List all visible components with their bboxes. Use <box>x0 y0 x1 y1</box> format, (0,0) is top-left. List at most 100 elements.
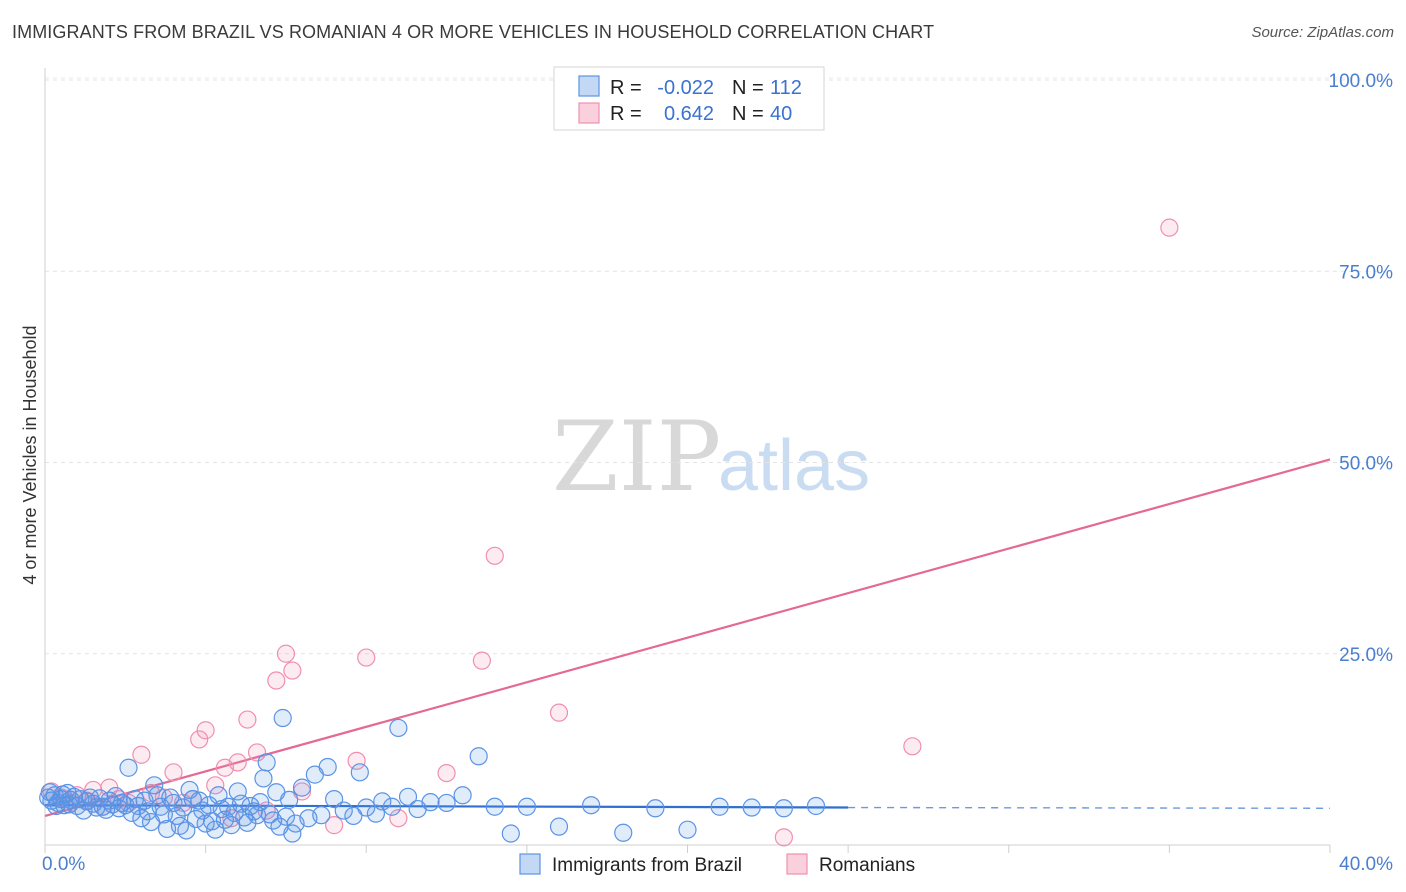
romanians-point <box>485 546 504 565</box>
brazil-point <box>421 793 440 812</box>
romanians-point <box>206 776 225 795</box>
brazil-point <box>357 798 376 817</box>
brazil-points <box>39 708 826 843</box>
brazil-point <box>170 816 190 835</box>
romanians-point <box>347 751 366 770</box>
romanians-point <box>247 743 267 762</box>
romanians-point <box>228 753 247 772</box>
brazil-point <box>350 763 369 782</box>
romanians-point <box>549 703 569 722</box>
romanians-point <box>1160 218 1179 237</box>
brazil-point <box>251 793 270 812</box>
brazil-point <box>678 820 697 839</box>
y-tick-label: 75.0% <box>1339 262 1393 283</box>
brazil-point <box>517 797 536 816</box>
legend-n-label: N = <box>732 77 764 99</box>
legend-r-value: 0.642 <box>664 103 714 125</box>
brazil-point <box>469 747 488 766</box>
brazil-point <box>292 778 312 797</box>
romanians-point <box>292 782 312 801</box>
legend-n-value: 40 <box>770 103 792 125</box>
source-label: Source: ZipAtlas.com <box>1251 24 1394 41</box>
brazil-point <box>373 792 392 811</box>
brazil-point <box>774 799 793 818</box>
romanians-point <box>357 648 376 667</box>
axes <box>44 68 1331 853</box>
brazil-point <box>225 803 244 822</box>
romanians-point <box>437 763 456 783</box>
romanians-point <box>283 661 302 680</box>
brazil-point <box>710 797 729 816</box>
legend-n-label: N = <box>732 103 764 125</box>
chart-title: IMMIGRANTS FROM BRAZIL VS ROMANIAN 4 OR … <box>12 22 935 42</box>
romanians-point <box>196 721 215 740</box>
brazil-trend <box>44 804 1331 809</box>
brazil-point <box>437 793 456 813</box>
brazil-trend-extension <box>848 806 1331 809</box>
romanians-point <box>276 644 296 663</box>
romanians-point <box>132 745 151 764</box>
watermark-zip: ZIP <box>552 401 721 513</box>
brazil-point <box>485 797 504 816</box>
brazil-point <box>646 799 665 818</box>
y-tick-label: 100.0% <box>1329 71 1394 92</box>
series-swatch-brazil <box>519 853 541 875</box>
romanians-point <box>325 816 344 835</box>
romanians-point <box>903 737 922 756</box>
brazil-point <box>318 757 337 777</box>
legend-swatch-pink <box>578 102 600 124</box>
brazil-point <box>614 823 633 842</box>
brazil-point <box>132 809 151 828</box>
brazil-point <box>501 824 520 843</box>
brazil-point <box>382 797 402 816</box>
y-axis-label: 4 or more Vehicles in Household <box>20 325 40 584</box>
brazil-point <box>312 806 331 825</box>
grid-lines <box>45 77 1390 655</box>
brazil-point <box>53 785 72 804</box>
brazil-point <box>122 803 141 822</box>
brazil-point <box>582 796 601 815</box>
brazil-point <box>119 758 138 777</box>
romanians-points <box>42 218 1179 847</box>
brazil-point <box>742 798 761 817</box>
romanians-point <box>472 651 491 670</box>
romanians-trend <box>44 458 1331 817</box>
brazil-point <box>59 795 79 814</box>
brazil-point <box>549 817 569 836</box>
correlation-legend: R = -0.022 N = 112 R = 0.642 N = 40 <box>553 66 825 131</box>
romanians-point <box>164 763 183 782</box>
romanians-point <box>267 671 286 690</box>
brazil-point <box>334 801 353 820</box>
brazil-trend-line <box>44 804 849 809</box>
brazil-point <box>389 718 408 738</box>
brazil-point <box>257 753 276 772</box>
x-tick-label: 40.0% <box>1339 854 1393 875</box>
brazil-point <box>254 769 273 788</box>
series-swatch-romanians <box>786 853 808 875</box>
series-label-romanians: Romanians <box>819 855 915 876</box>
brazil-point <box>453 786 472 805</box>
romanians-point <box>774 828 793 847</box>
brazil-point <box>806 796 826 816</box>
romanians-point <box>389 809 408 828</box>
brazil-point <box>280 790 299 809</box>
legend-r-label: R = <box>610 103 642 125</box>
legend-n-value: 112 <box>770 77 802 99</box>
watermark-atlas: atlas <box>718 426 870 506</box>
brazil-point <box>161 788 180 807</box>
brazil-point <box>273 708 292 728</box>
romanians-trend-line <box>44 458 1331 817</box>
brazil-point <box>283 824 302 843</box>
x-tick-label: 0.0% <box>42 854 85 875</box>
brazil-point <box>344 806 363 826</box>
y-tick-label: 25.0% <box>1339 645 1393 666</box>
series-legend: Immigrants from Brazil Romanians <box>519 853 915 876</box>
legend-swatch-blue <box>578 75 600 97</box>
series-label-brazil: Immigrants from Brazil <box>552 855 742 876</box>
brazil-point <box>190 791 209 810</box>
romanians-point <box>190 730 209 749</box>
romanians-point <box>238 710 257 729</box>
brazil-point <box>145 776 164 795</box>
legend-r-value: -0.022 <box>657 77 714 99</box>
